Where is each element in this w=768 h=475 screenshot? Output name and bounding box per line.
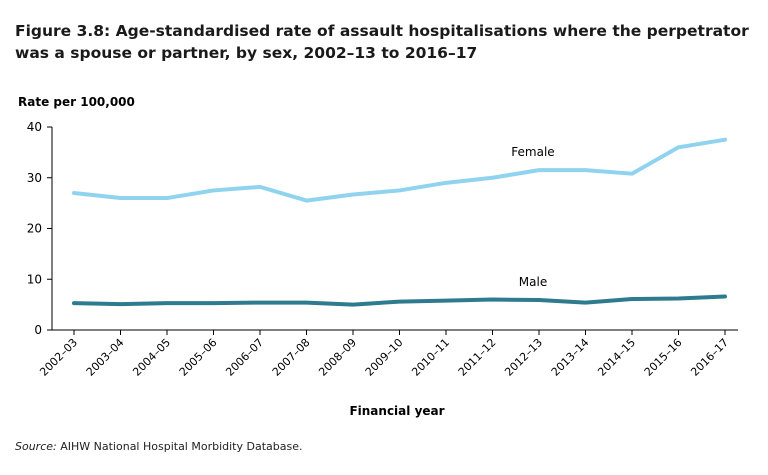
x-tick-label: 2005–06 <box>177 336 220 379</box>
x-tick-label: 2012–13 <box>502 336 545 379</box>
x-tick-label: 2014–15 <box>595 336 638 379</box>
x-axis-ticks: 2002–03 2003–04 2004–05 2005–06 2006–07 2007–… <box>37 330 731 379</box>
y-axis-ticks: 0 10 20 30 40 <box>27 120 52 337</box>
x-tick-label: 2009–10 <box>363 336 406 379</box>
x-tick-label: 2015–16 <box>642 336 685 379</box>
x-tick-label: 2013–14 <box>549 336 592 379</box>
y-tick-label: 0 <box>34 323 42 337</box>
x-tick-label: 2006–07 <box>223 336 266 379</box>
figure-title: Figure 3.8: Age-standardised rate of ass… <box>15 22 749 62</box>
x-axis-label: Financial year <box>349 404 444 418</box>
x-tick-label: 2004–05 <box>130 336 173 379</box>
x-tick-label: 2010–11 <box>409 336 452 379</box>
source-note: Source: AIHW National Hospital Morbidity… <box>15 440 302 453</box>
x-tick-label: 2016–17 <box>688 336 731 379</box>
series-label-female: Female <box>511 145 554 159</box>
x-tick-label: 2007–08 <box>270 336 313 379</box>
x-tick-label: 2011–12 <box>456 336 499 379</box>
y-axis-label: Rate per 100,000 <box>18 95 135 109</box>
x-tick-label: 2002–03 <box>37 336 80 379</box>
series-label-male: Male <box>519 275 547 289</box>
y-tick-label: 10 <box>27 272 42 286</box>
source-label: Source: <box>15 440 57 453</box>
x-tick-label: 2003–04 <box>84 336 127 379</box>
line-chart: Rate per 100,000 Financial year 0 10 20 30 4… <box>18 95 738 418</box>
y-tick-label: 30 <box>27 171 42 185</box>
series-labels: Female Male <box>511 145 554 289</box>
x-tick-label: 2008–09 <box>316 336 359 379</box>
series-line-male <box>72 294 727 307</box>
y-tick-label: 20 <box>27 222 42 236</box>
series-line-female <box>72 137 727 203</box>
source-text: AIHW National Hospital Morbidity Databas… <box>60 440 303 453</box>
series-lines <box>72 137 727 307</box>
y-tick-label: 40 <box>27 120 42 134</box>
